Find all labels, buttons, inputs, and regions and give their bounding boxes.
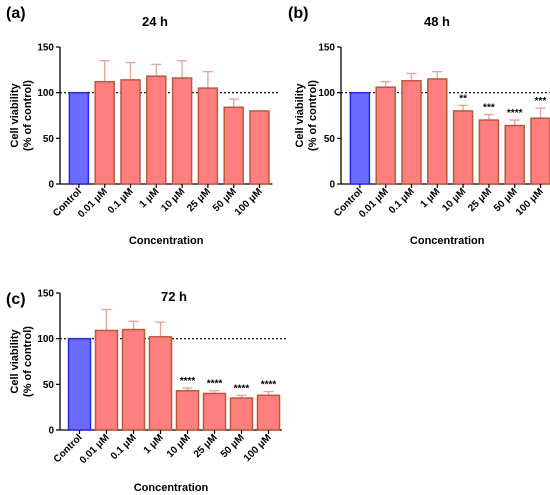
y-axis-label: Cell viability — [294, 83, 306, 148]
x-tick-label: 1 μM — [419, 186, 443, 210]
x-tick-label: 100 μM — [242, 432, 274, 464]
x-tick-label: 10 μM — [159, 186, 187, 214]
panel-label: (a) — [6, 5, 26, 22]
bar — [504, 124, 525, 185]
y-tick-label: 100 — [37, 334, 54, 345]
bar — [349, 91, 371, 185]
chart-panel-a: (a) 24 h Cell viability (% of control) 0 50 10… — [6, 5, 279, 247]
bar — [530, 117, 550, 185]
chart-title: 72 h — [161, 289, 187, 304]
x-tick-label: 0.01 μM — [78, 432, 112, 466]
x-tick-label: 10 μM — [440, 186, 468, 214]
x-axis-label: Concentration — [134, 482, 209, 494]
panel-label: (c) — [6, 291, 26, 308]
significance-marker: **** — [261, 380, 277, 391]
x-tick-label: 0.1 μM — [109, 432, 139, 462]
bar — [223, 106, 244, 185]
y-tick-label: 150 — [37, 289, 54, 300]
x-tick-label: 0.1 μM — [387, 186, 417, 216]
significance-marker: *** — [483, 103, 495, 114]
y-tick-label: 0 — [329, 180, 335, 191]
significance-marker: **** — [507, 108, 523, 119]
x-tick-label: 0.1 μM — [106, 186, 136, 216]
bar — [68, 91, 90, 185]
chart-panel-b: (b) 48 h Cell viability (% of control) 0 50 10… — [288, 5, 550, 247]
significance-marker: ** — [459, 93, 467, 104]
y-tick-label: 150 — [318, 43, 335, 54]
bar — [148, 336, 173, 431]
y-tick-label: 0 — [48, 180, 54, 191]
y-axis-label-units: (% of control) — [307, 80, 319, 151]
bar — [175, 389, 200, 431]
bar — [401, 80, 422, 185]
significance-marker: **** — [207, 379, 223, 390]
bar — [67, 337, 92, 431]
chart-title: 24 h — [142, 14, 168, 29]
x-tick-label: 25 μM — [466, 186, 494, 214]
bar — [146, 75, 167, 185]
bar — [120, 79, 141, 185]
chart-panel-c: (c) 72 h Cell viability (% of control) 0 50 10… — [6, 289, 288, 494]
chart-title: 48 h — [424, 14, 450, 29]
significance-marker: **** — [180, 376, 196, 387]
x-axis-label: Concentration — [129, 235, 204, 247]
y-tick-label: 50 — [43, 380, 55, 391]
x-tick-label: 1 μM — [142, 432, 166, 456]
x-tick-label: 100 μM — [233, 186, 265, 218]
x-tick-label: 25 μM — [185, 186, 213, 214]
bar — [171, 77, 193, 185]
bar — [256, 394, 281, 431]
bar — [427, 78, 448, 185]
y-tick-label: 0 — [48, 426, 54, 437]
bar — [229, 397, 254, 431]
y-axis-label-units: (% of control) — [22, 326, 34, 397]
x-tick-label: 1 μM — [138, 186, 162, 210]
bar — [197, 87, 219, 185]
bar — [478, 119, 500, 185]
x-axis-label: Concentration — [410, 235, 485, 247]
y-tick-label: 50 — [324, 134, 336, 145]
significance-marker: **** — [234, 383, 250, 394]
y-tick-label: 50 — [43, 134, 55, 145]
significance-marker: *** — [535, 96, 547, 107]
y-tick-label: 150 — [37, 43, 54, 54]
bar — [249, 110, 270, 185]
y-axis-label: Cell viability — [9, 329, 21, 394]
x-tick-label: 10 μM — [165, 432, 193, 460]
x-tick-label: 100 μM — [514, 186, 546, 218]
bar — [202, 392, 227, 431]
x-tick-label: 25 μM — [192, 432, 220, 460]
bar — [94, 329, 119, 431]
y-axis-label: Cell viability — [9, 83, 21, 148]
bar — [452, 110, 474, 185]
bar — [121, 328, 146, 431]
panel-label: (b) — [288, 5, 308, 22]
bar — [375, 86, 396, 185]
bar — [94, 80, 115, 185]
y-tick-label: 100 — [37, 88, 54, 99]
y-axis-label-units: (% of control) — [22, 80, 34, 151]
y-tick-label: 100 — [318, 88, 335, 99]
